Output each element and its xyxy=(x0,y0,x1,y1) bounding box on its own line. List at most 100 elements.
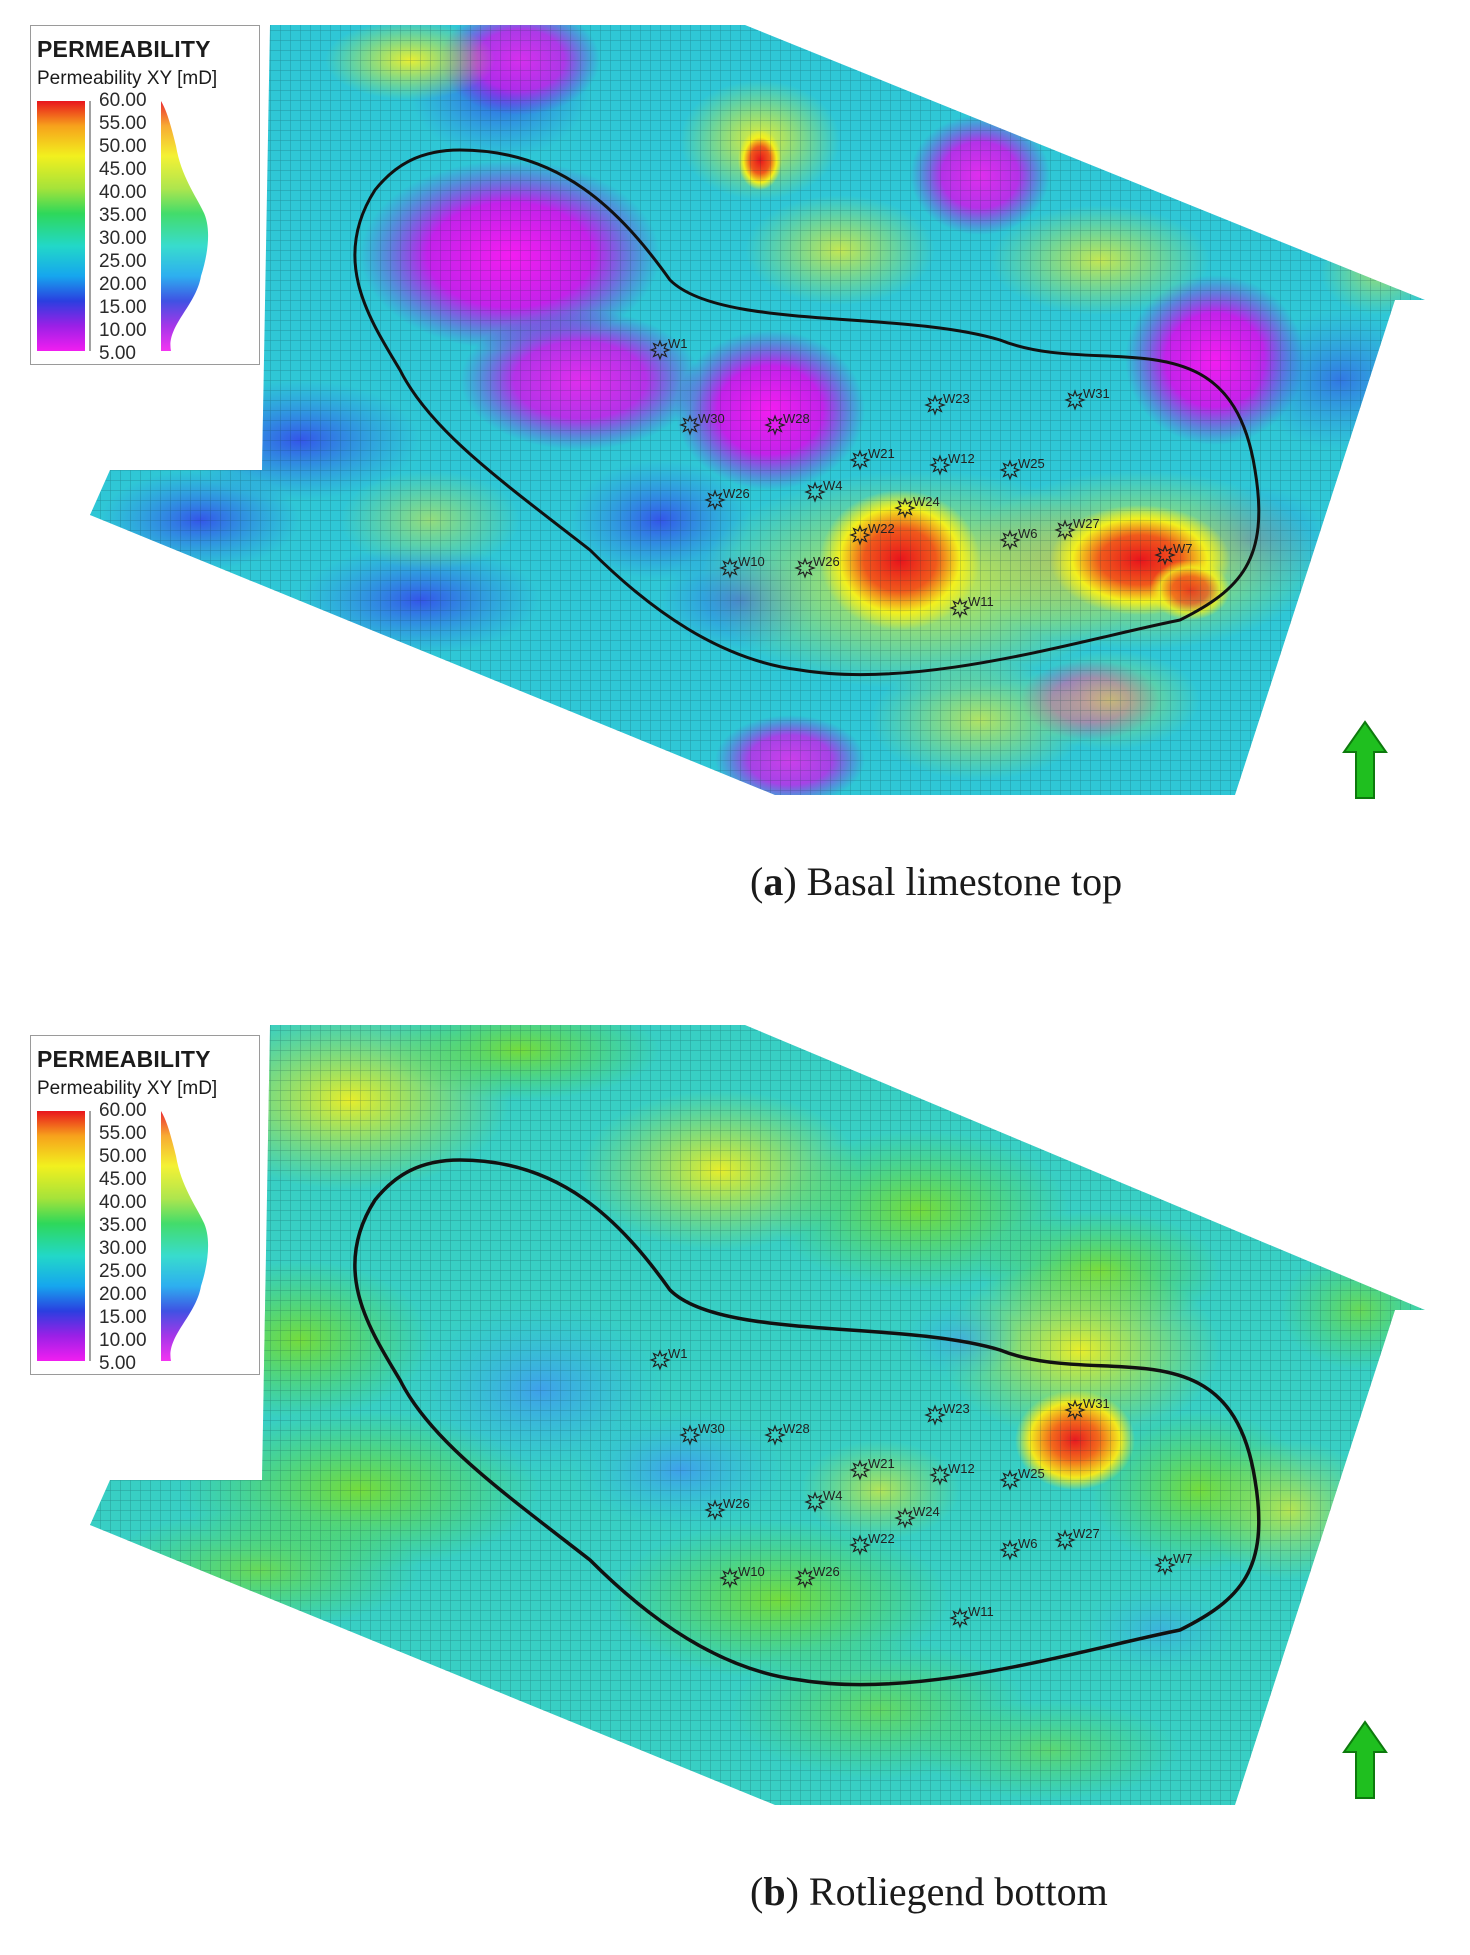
well-label: W12 xyxy=(948,451,975,466)
well-label: W11 xyxy=(968,594,994,609)
well-marker-icon xyxy=(894,1507,916,1529)
well-label: W22 xyxy=(868,1531,895,1546)
legend-tick: 5.00 xyxy=(99,343,136,364)
wells-a: W1 W30 W28 W23 W31 W21 W12 W25 W26 W4 W24 W22 W6 W27 W… xyxy=(649,336,1193,619)
legend-tick: 45.00 xyxy=(99,1169,147,1190)
well-marker-icon xyxy=(849,1534,871,1556)
well-marker-icon xyxy=(1054,1529,1076,1551)
well-label: W26 xyxy=(813,554,840,569)
well-label: W27 xyxy=(1073,516,1100,531)
well-marker-icon xyxy=(849,524,871,546)
well-marker-icon xyxy=(1154,544,1176,566)
permeability-map-b: W1 W30 W28 W23 W31 W21 W12 W25 W26 W4 W24 W22 W6 W27 W… xyxy=(90,1025,1425,1805)
legend-tick: 5.00 xyxy=(99,1353,136,1374)
well-label: W21 xyxy=(868,446,895,461)
well-label: W26 xyxy=(723,486,750,501)
legend-tick: 50.00 xyxy=(99,1146,147,1167)
well-label: W24 xyxy=(913,494,940,509)
legend-tick: 40.00 xyxy=(99,182,147,203)
well-label: W12 xyxy=(948,1461,975,1476)
north-arrow-icon xyxy=(1342,1720,1388,1799)
well-label: W10 xyxy=(738,1564,765,1579)
well-marker-icon xyxy=(1154,1554,1176,1576)
legend-tick: 40.00 xyxy=(99,1192,147,1213)
well-label: W4 xyxy=(823,1488,843,1503)
caption-a: (a) Basal limestone top xyxy=(750,859,1123,904)
wells-b: W1 W30 W28 W23 W31 W21 W12 W25 W26 W4 W24 W22 W6 W27 W… xyxy=(649,1346,1193,1629)
well-marker-icon xyxy=(649,1349,671,1371)
well-marker-icon xyxy=(679,1424,701,1446)
well-marker-icon xyxy=(794,557,816,579)
permeability-map-a: W1 W30 W28 W23 W31 W21 W12 W25 W26 W4 W24 W22 W6 W27 W… xyxy=(90,25,1425,795)
legend-tick: 10.00 xyxy=(99,1330,147,1351)
well-marker-icon xyxy=(764,1424,786,1446)
legend-tick: 15.00 xyxy=(99,1307,147,1328)
well-marker-icon xyxy=(949,597,971,619)
well-label: W27 xyxy=(1073,1526,1100,1541)
well-marker-icon xyxy=(894,497,916,519)
panel-a: W1 W30 W28 W23 W31 W21 W12 W25 W26 W4 W24 W22 W6 W27 W… xyxy=(0,0,1470,800)
well-marker-icon xyxy=(1064,1399,1086,1421)
well-marker-icon xyxy=(924,1404,946,1426)
well-marker-icon xyxy=(719,1567,741,1589)
legend-tick: 35.00 xyxy=(99,205,147,226)
well-label: W21 xyxy=(868,1456,895,1471)
legend-tick: 20.00 xyxy=(99,1284,147,1305)
legend-tick: 60.00 xyxy=(99,1100,147,1121)
well-marker-icon xyxy=(1054,519,1076,541)
well-marker-icon xyxy=(679,414,701,436)
well-marker-icon xyxy=(849,1459,871,1481)
legend-tick: 30.00 xyxy=(99,228,147,249)
well-marker-icon xyxy=(704,1499,726,1521)
well-marker-icon xyxy=(999,529,1021,551)
legend-subtitle: Permeability XY [mD] xyxy=(37,68,218,89)
well-label: W1 xyxy=(668,1346,688,1361)
well-marker-icon xyxy=(999,459,1021,481)
well-marker-icon xyxy=(929,1464,951,1486)
well-label: W24 xyxy=(913,1504,940,1519)
well-marker-icon xyxy=(949,1607,971,1629)
colorbar-a xyxy=(37,101,209,351)
well-marker-icon xyxy=(719,557,741,579)
well-marker-icon xyxy=(1064,389,1086,411)
well-marker-icon xyxy=(804,481,826,503)
field-outline-b xyxy=(353,1158,1261,1687)
caption-b: (b) Rotliegend bottom xyxy=(750,1869,1108,1914)
well-marker-icon xyxy=(794,1567,816,1589)
well-label: W11 xyxy=(968,1604,994,1619)
well-label: W31 xyxy=(1083,386,1110,401)
well-label: W31 xyxy=(1083,1396,1110,1411)
legend-tick: 25.00 xyxy=(99,251,147,272)
well-marker-icon xyxy=(924,394,946,416)
legend-tick: 10.00 xyxy=(99,320,147,341)
well-label: W26 xyxy=(813,1564,840,1579)
well-label: W26 xyxy=(723,1496,750,1511)
well-label: W25 xyxy=(1018,456,1045,471)
well-label: W30 xyxy=(698,411,725,426)
well-label: W22 xyxy=(868,521,895,536)
caption-letter: a xyxy=(763,859,784,904)
well-label: W30 xyxy=(698,1421,725,1436)
well-label: W28 xyxy=(783,411,810,426)
caption-text: Basal limestone top xyxy=(796,859,1123,904)
well-label: W25 xyxy=(1018,1466,1045,1481)
well-marker-icon xyxy=(999,1469,1021,1491)
well-label: W28 xyxy=(783,1421,810,1436)
north-arrow-icon xyxy=(1342,720,1388,799)
legend-tick: 35.00 xyxy=(99,1215,147,1236)
well-label: W7 xyxy=(1173,541,1193,556)
well-label: W23 xyxy=(943,391,970,406)
legend-title: PERMEABILITY xyxy=(37,36,211,62)
legend-tick: 25.00 xyxy=(99,1261,147,1282)
legend-tick: 55.00 xyxy=(99,1123,147,1144)
caption-letter: b xyxy=(763,1869,786,1914)
legend-tick: 45.00 xyxy=(99,159,147,180)
well-label: W4 xyxy=(823,478,843,493)
legend-tick: 50.00 xyxy=(99,136,147,157)
field-outline-a xyxy=(353,148,1261,677)
well-marker-icon xyxy=(764,414,786,436)
well-label: W6 xyxy=(1018,526,1038,541)
well-label: W1 xyxy=(668,336,688,351)
panel-b: W1 W30 W28 W23 W31 W21 W12 W25 W26 W4 W24 W22 W6 W27 W… xyxy=(0,1010,1470,1810)
colorbar-b xyxy=(37,1111,209,1361)
